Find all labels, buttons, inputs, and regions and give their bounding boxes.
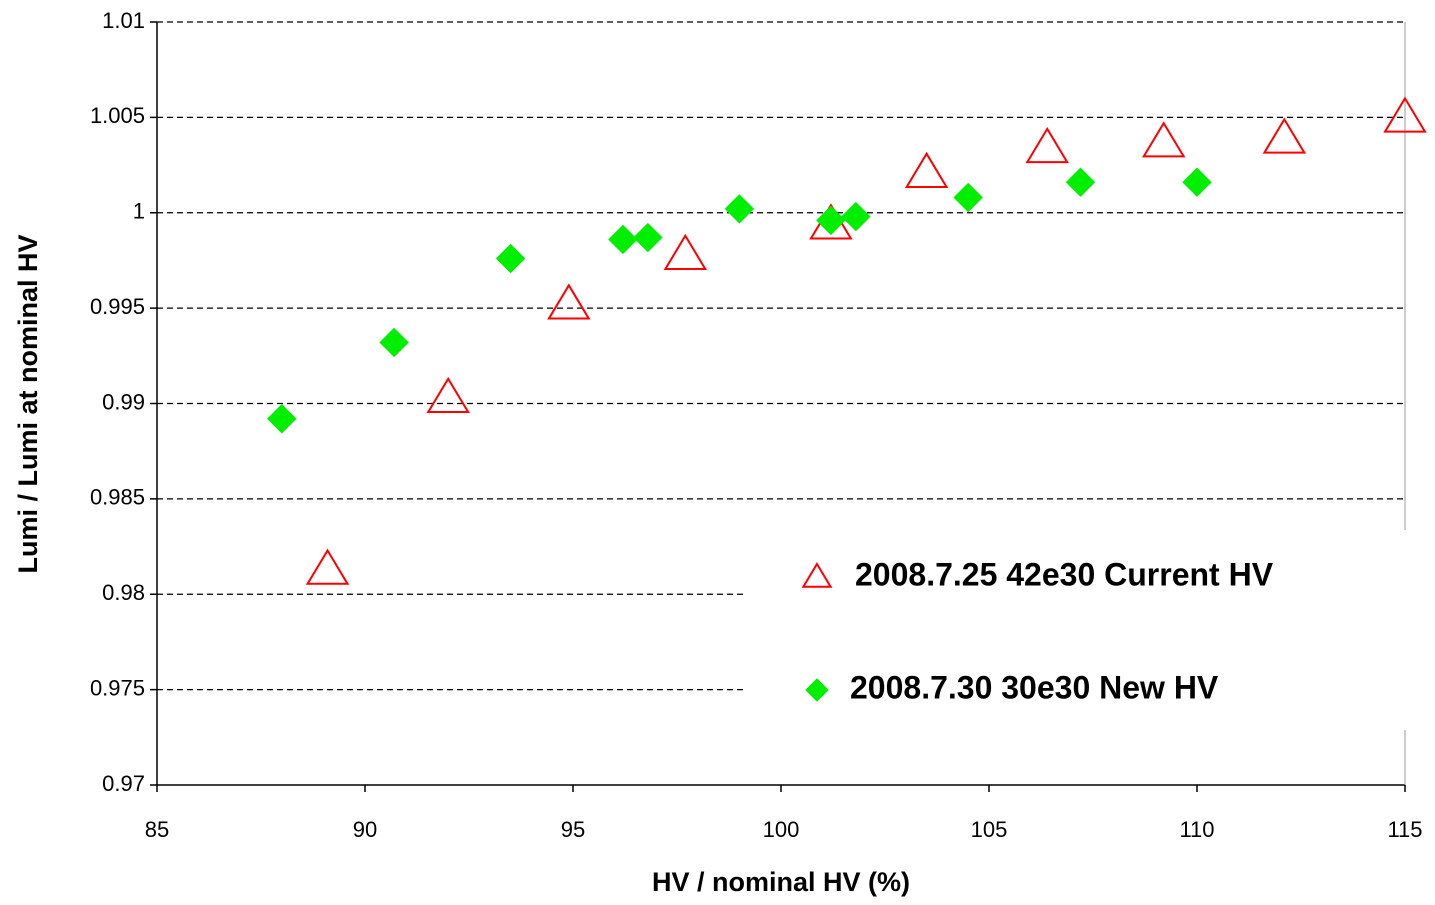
- data-point: [1262, 117, 1307, 154]
- y-tick-label: 0.99: [102, 389, 145, 414]
- y-tick-label: 0.97: [102, 771, 145, 796]
- legend-box: [745, 530, 1425, 730]
- data-point: [953, 182, 983, 213]
- y-axis-title: Lumi / Lumi at nominal HV: [13, 234, 43, 573]
- data-point: [841, 201, 871, 232]
- data-point: [1065, 167, 1096, 197]
- data-point: [495, 243, 526, 274]
- x-tick-label: 95: [561, 817, 585, 842]
- data-point: [1025, 126, 1069, 164]
- data-point: [267, 404, 297, 434]
- legend-label: 2008.7.30 30e30 New HV: [850, 669, 1219, 705]
- y-tick-label: 1: [133, 199, 145, 224]
- y-tick-label: 0.975: [90, 675, 145, 700]
- y-tick-label: 0.985: [90, 485, 145, 510]
- data-point: [633, 222, 663, 253]
- data-point: [904, 151, 949, 188]
- data-point: [816, 205, 846, 236]
- x-tick-label: 100: [763, 817, 800, 842]
- data-point: [547, 283, 591, 320]
- y-tick-label: 1.01: [102, 8, 145, 33]
- legend-marker: [805, 678, 829, 702]
- y-tick-label: 0.995: [90, 294, 145, 319]
- x-tick-label: 85: [145, 817, 169, 842]
- x-tick-label: 115: [1387, 817, 1422, 842]
- y-tick-label: 1.005: [90, 103, 145, 128]
- data-point: [379, 327, 409, 358]
- data-point: [724, 194, 755, 224]
- data-point: [663, 233, 708, 270]
- x-axis-title: HV / nominal HV (%): [652, 867, 910, 897]
- data-point: [1142, 121, 1186, 158]
- legend: 2008.7.25 42e30 Current HV 2008.7.30 30e3…: [745, 530, 1425, 730]
- data-point: [1383, 96, 1427, 133]
- data-point: [1182, 167, 1212, 197]
- data-point: [608, 224, 638, 255]
- data-point: [305, 548, 350, 585]
- x-tick-label: 105: [971, 817, 1008, 842]
- data-point: [426, 376, 470, 414]
- x-tick-label: 110: [1179, 817, 1214, 842]
- legend-label: 2008.7.25 42e30 Current HV: [855, 556, 1274, 592]
- x-tick-label: 90: [353, 817, 377, 842]
- y-tick-label: 0.98: [102, 580, 145, 605]
- legend-marker: [801, 562, 833, 588]
